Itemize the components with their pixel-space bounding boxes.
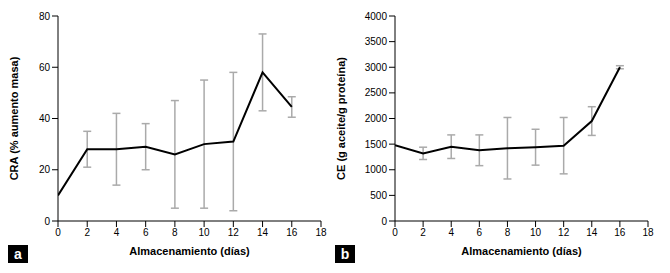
svg-text:18: 18 [642, 227, 654, 238]
svg-text:1500: 1500 [365, 139, 388, 150]
svg-text:0: 0 [381, 216, 387, 227]
svg-text:2: 2 [84, 227, 90, 238]
svg-text:500: 500 [370, 190, 387, 201]
svg-text:10: 10 [199, 227, 211, 238]
svg-text:3500: 3500 [365, 36, 388, 47]
svg-text:0: 0 [44, 216, 50, 227]
svg-text:0: 0 [392, 227, 398, 238]
svg-text:14: 14 [257, 227, 269, 238]
svg-text:12: 12 [228, 227, 240, 238]
svg-text:16: 16 [614, 227, 626, 238]
svg-text:40: 40 [39, 113, 51, 124]
svg-text:12: 12 [558, 227, 570, 238]
svg-text:20: 20 [39, 164, 51, 175]
svg-text:CRA (% aumento masa): CRA (% aumento masa) [8, 56, 20, 180]
html-text:a: a [14, 246, 22, 262]
svg-text:4000: 4000 [365, 11, 388, 22]
svg-text:1000: 1000 [365, 164, 388, 175]
svg-text:4: 4 [448, 227, 454, 238]
svg-text:10: 10 [530, 227, 542, 238]
svg-text:2: 2 [420, 227, 426, 238]
svg-text:4: 4 [114, 227, 120, 238]
svg-text:60: 60 [39, 62, 51, 73]
svg-text:14: 14 [586, 227, 598, 238]
html-text:b: b [340, 246, 350, 262]
svg-text:16: 16 [286, 227, 298, 238]
svg-text:80: 80 [39, 11, 51, 22]
svg-text:0: 0 [55, 227, 61, 238]
svg-text:2500: 2500 [365, 87, 388, 98]
svg-text:3000: 3000 [365, 62, 388, 73]
svg-text:CE (g aceite/g proteína): CE (g aceite/g proteína) [335, 57, 347, 180]
svg-text:8: 8 [505, 227, 511, 238]
svg-text:8: 8 [172, 227, 178, 238]
svg-text:Almacenamiento (días): Almacenamiento (días) [461, 245, 582, 257]
svg-text:18: 18 [315, 227, 327, 238]
svg-text:Almacenamiento (días): Almacenamiento (días) [129, 245, 250, 257]
svg-text:6: 6 [477, 227, 483, 238]
svg-text:6: 6 [143, 227, 149, 238]
svg-text:2000: 2000 [365, 113, 388, 124]
